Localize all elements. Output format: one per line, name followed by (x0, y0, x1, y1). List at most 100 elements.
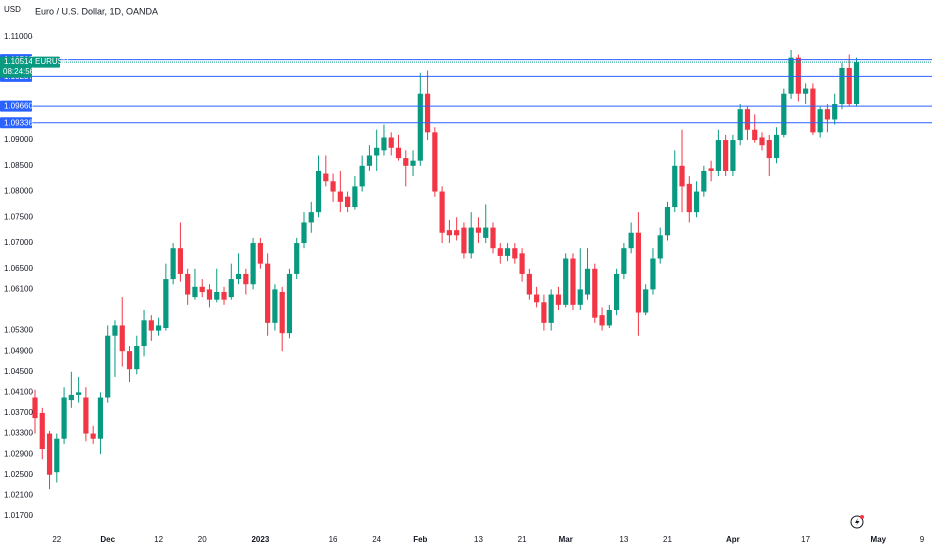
candle-body (628, 232, 634, 249)
x-tick-label: 22 (52, 535, 61, 544)
candle-body (519, 253, 525, 274)
candle-body (323, 173, 329, 182)
candle-body (68, 394, 74, 401)
y-tick-label: 1.02900 (4, 449, 33, 458)
candle-body (810, 88, 816, 133)
candle-body (584, 268, 591, 295)
candle-body (563, 258, 569, 305)
candle-body (439, 191, 445, 233)
candle-body (112, 325, 118, 336)
candle-body (504, 248, 511, 256)
candle-body (272, 289, 278, 323)
candle-body (781, 93, 787, 135)
candle-body (366, 155, 373, 166)
y-tick-label: 1.09000 (4, 135, 33, 144)
candle-body (730, 140, 736, 171)
candle-body (599, 315, 605, 326)
current-price-tag (0, 56, 32, 78)
candle-body (715, 140, 721, 171)
candle-body (235, 273, 242, 280)
candle-body (824, 109, 831, 120)
candle-body (577, 289, 583, 305)
candle-body (97, 397, 104, 439)
x-tick-label: 2023 (251, 535, 269, 544)
candle-body (708, 168, 714, 171)
candle-body (76, 392, 82, 395)
candle-body (126, 351, 133, 370)
candle-body (257, 243, 263, 264)
candle-body (483, 227, 489, 238)
candle-body (773, 134, 780, 159)
candle-body (185, 273, 191, 295)
candle-body (614, 273, 620, 310)
candle-body (410, 160, 416, 166)
candle-body (134, 346, 140, 370)
y-tick-label: 1.08500 (4, 161, 33, 170)
candle-body (701, 170, 707, 192)
candle-body (141, 320, 147, 347)
x-tick-label: 21 (518, 535, 527, 544)
candle-body (221, 291, 227, 300)
x-tick-label: 24 (372, 535, 381, 544)
candle-body (83, 397, 89, 434)
candle-body (265, 263, 271, 323)
y-tick-label: 1.06500 (4, 264, 33, 273)
candle-body (206, 289, 213, 300)
symbol-label: EURUSD (35, 57, 69, 66)
y-tick-label: 1.03300 (4, 429, 33, 438)
candle-body (105, 335, 111, 398)
candle-body (424, 93, 431, 133)
candle-body (388, 137, 394, 148)
candle-body (468, 227, 474, 254)
candle-body (352, 186, 358, 207)
labels: 1.11000 1.09000 1.08500 1.08000 1.07500 1.070… (0, 32, 925, 544)
candle-body (148, 320, 154, 331)
candle-body (606, 309, 612, 326)
candle-body (788, 57, 794, 94)
lightning-icon (850, 515, 864, 529)
candle-body (650, 258, 656, 290)
candle-body (803, 88, 809, 94)
candle-body (250, 243, 256, 285)
candle-body (403, 158, 409, 166)
candle-body (497, 248, 503, 256)
countdown-label: 08:24:56 (3, 67, 35, 76)
x-tick-label: 13 (619, 535, 628, 544)
candle-body (61, 397, 67, 439)
candle-body (570, 258, 576, 305)
y-tick-label: 1.05300 (4, 326, 33, 335)
candle-body (657, 235, 663, 259)
candle-body (686, 183, 692, 213)
y-tick-label: 1.02500 (4, 470, 33, 479)
candle-body (170, 248, 176, 280)
x-tick-label: Apr (726, 535, 740, 544)
x-tick-label: 9 (920, 535, 925, 544)
chart-title: Euro / U.S. Dollar, 1D, OANDA (35, 6, 158, 16)
candle-body (54, 438, 60, 473)
candle-body (345, 196, 351, 207)
x-tick-label: Feb (413, 535, 427, 544)
candle-body (39, 412, 45, 450)
x-tick-label: Dec (100, 535, 115, 544)
candle-body (759, 137, 765, 146)
candle-body (301, 222, 307, 244)
candle-body (163, 279, 169, 329)
y-tick-label: 1.07500 (4, 212, 33, 221)
price-tag-label: 1.09660 (4, 102, 33, 111)
candle-body (177, 248, 183, 274)
x-tick-label: 21 (663, 535, 672, 544)
candle-body (744, 109, 751, 130)
candle-body (846, 67, 852, 105)
candle-body (512, 248, 518, 259)
candle-body (228, 279, 234, 298)
candle-body (839, 67, 845, 105)
candle-body (294, 243, 300, 274)
y-tick-label: 1.04900 (4, 346, 33, 355)
candle-body (454, 230, 460, 236)
candle-body (526, 273, 532, 295)
candle-body (446, 230, 452, 236)
x-tick-label: 20 (198, 535, 207, 544)
candle-body (541, 302, 547, 323)
candle-body (119, 325, 125, 352)
